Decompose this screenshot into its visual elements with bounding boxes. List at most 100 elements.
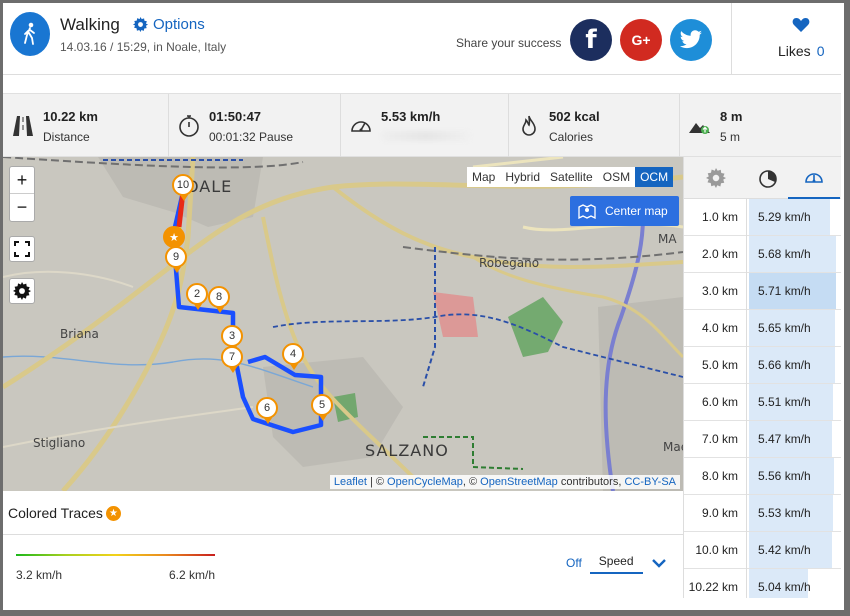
- route-marker[interactable]: 8: [208, 286, 230, 313]
- stat-elevation: 8 m 5 m: [680, 94, 841, 158]
- split-distance: 10.22 km: [684, 569, 747, 598]
- center-map-label: Center map: [605, 204, 668, 218]
- split-speed: 5.71 km/h: [758, 284, 811, 298]
- trace-mode-selector: Off Speed: [558, 552, 667, 574]
- split-distance: 6.0 km: [684, 384, 747, 421]
- split-speed-bar: [749, 347, 835, 383]
- place-label: SALZANO: [365, 441, 449, 460]
- map-type-osm[interactable]: OSM: [602, 170, 631, 184]
- leaflet-link[interactable]: Leaflet: [333, 476, 367, 488]
- route-marker[interactable]: 7: [221, 346, 243, 373]
- split-row: 5.0 km 5.66 km/h: [684, 347, 841, 384]
- route-marker[interactable]: 10: [172, 174, 194, 201]
- google-plus-share-button[interactable]: G+: [620, 19, 662, 61]
- fullscreen-button[interactable]: [9, 236, 35, 262]
- start-marker[interactable]: ★: [163, 226, 185, 253]
- zoom-in-button[interactable]: +: [10, 167, 34, 194]
- trace-speed-option[interactable]: Speed: [589, 552, 643, 574]
- split-speed: 5.66 km/h: [758, 358, 811, 372]
- place-label: Mae: [663, 440, 683, 454]
- likes-text: Likes 0: [778, 43, 824, 59]
- route-marker[interactable]: 2: [186, 283, 208, 310]
- map-type-hybrid[interactable]: Hybrid: [505, 170, 541, 184]
- stat-label: Distance: [43, 130, 90, 144]
- split-speed-bar: [749, 384, 833, 420]
- split-speed: 5.47 km/h: [758, 432, 811, 446]
- google-plus-icon: G+: [631, 32, 651, 48]
- center-map-button[interactable]: Center map: [570, 196, 679, 226]
- gradient-min-label: 3.2 km/h: [16, 568, 63, 582]
- split-row: 2.0 km 5.68 km/h: [684, 236, 841, 273]
- elevation-icon: [689, 123, 710, 134]
- attribution-contributors: contributors,: [557, 476, 625, 488]
- split-row: 1.0 km 5.29 km/h: [684, 199, 841, 236]
- attribution-separator: | ©: [366, 476, 388, 488]
- stat-value: 10.22 km: [43, 109, 98, 124]
- speedometer-icon: [805, 173, 823, 183]
- split-speed-bar: [749, 458, 834, 494]
- likes-box[interactable]: Likes 0: [731, 3, 841, 75]
- split-speed-bar: [749, 273, 836, 309]
- trace-off-option[interactable]: Off: [566, 556, 582, 570]
- twitter-share-button[interactable]: [670, 19, 712, 61]
- route-marker[interactable]: 3: [221, 325, 243, 352]
- speedometer-icon: [351, 121, 371, 132]
- route-marker[interactable]: 6: [256, 397, 278, 424]
- colored-traces-header: Colored Traces ★: [3, 491, 683, 535]
- fullscreen-icon: [14, 241, 30, 257]
- split-distance: 9.0 km: [684, 495, 747, 532]
- colored-traces-title: Colored Traces: [8, 505, 103, 521]
- tab-pace[interactable]: [742, 157, 794, 199]
- stat-calories: 502 kcal Calories: [509, 94, 680, 158]
- route-marker[interactable]: 5: [311, 394, 333, 421]
- gear-icon: [706, 168, 726, 188]
- gear-icon: [133, 17, 148, 32]
- stat-value: 5.53 km/h: [381, 109, 441, 124]
- stat-label: 5 m: [720, 130, 741, 144]
- map-type-map[interactable]: Map: [472, 170, 496, 184]
- splits-tabs: [684, 157, 841, 199]
- tab-settings[interactable]: [690, 157, 742, 199]
- chevron-down-icon[interactable]: [651, 558, 667, 568]
- stat-duration: 01:50:47 00:01:32 Pause: [169, 94, 341, 158]
- stat-label: 00:01:32 Pause: [209, 130, 294, 144]
- split-distance: 2.0 km: [684, 236, 747, 273]
- stat-speed: 5.53 km/h: [341, 94, 509, 158]
- facebook-icon: f: [585, 25, 597, 55]
- place-label: MA: [658, 232, 677, 246]
- attribution-separator: , ©: [462, 476, 481, 488]
- split-row: 10.22 km 5.04 km/h: [684, 569, 841, 598]
- split-row: 8.0 km 5.56 km/h: [684, 458, 841, 495]
- route-marker[interactable]: 9: [165, 246, 187, 273]
- gradient-max-label: 6.2 km/h: [169, 568, 216, 582]
- split-speed: 5.04 km/h: [758, 580, 811, 594]
- tab-speed[interactable]: [788, 157, 840, 199]
- route-map[interactable]: + − Map Hybrid Satellite OSM OCM Center …: [3, 157, 683, 491]
- pace-clock-icon: [759, 170, 777, 188]
- options-button[interactable]: Options: [133, 16, 205, 33]
- zoom-out-button[interactable]: −: [16, 197, 28, 217]
- split-distance: 3.0 km: [684, 273, 747, 310]
- split-speed: 5.42 km/h: [758, 543, 811, 557]
- stat-label: Calories: [549, 130, 594, 144]
- split-speed: 5.65 km/h: [758, 321, 811, 335]
- route-marker[interactable]: 4: [282, 343, 304, 370]
- map-type-satellite[interactable]: Satellite: [550, 170, 593, 184]
- share-text: Share your success: [456, 36, 562, 50]
- premium-star-icon: ★: [106, 506, 121, 521]
- opencyclemap-link[interactable]: OpenCycleMap: [387, 476, 463, 488]
- openstreetmap-link[interactable]: OpenStreetMap: [480, 476, 558, 488]
- split-speed-bar: [749, 236, 836, 272]
- split-distance: 10.0 km: [684, 532, 747, 569]
- map-type-ocm[interactable]: OCM: [635, 167, 674, 187]
- colored-traces-panel: 3.2 km/h 6.2 km/h Off Speed: [3, 535, 683, 598]
- map-settings-button[interactable]: [9, 278, 35, 304]
- road-icon: [13, 116, 33, 136]
- license-link[interactable]: CC-BY-SA: [624, 476, 676, 488]
- options-label: Options: [153, 16, 205, 33]
- gear-icon: [13, 282, 31, 300]
- split-distance: 7.0 km: [684, 421, 747, 458]
- split-speed: 5.56 km/h: [758, 469, 811, 483]
- facebook-share-button[interactable]: f: [570, 19, 612, 61]
- likes-label: Likes: [778, 43, 811, 59]
